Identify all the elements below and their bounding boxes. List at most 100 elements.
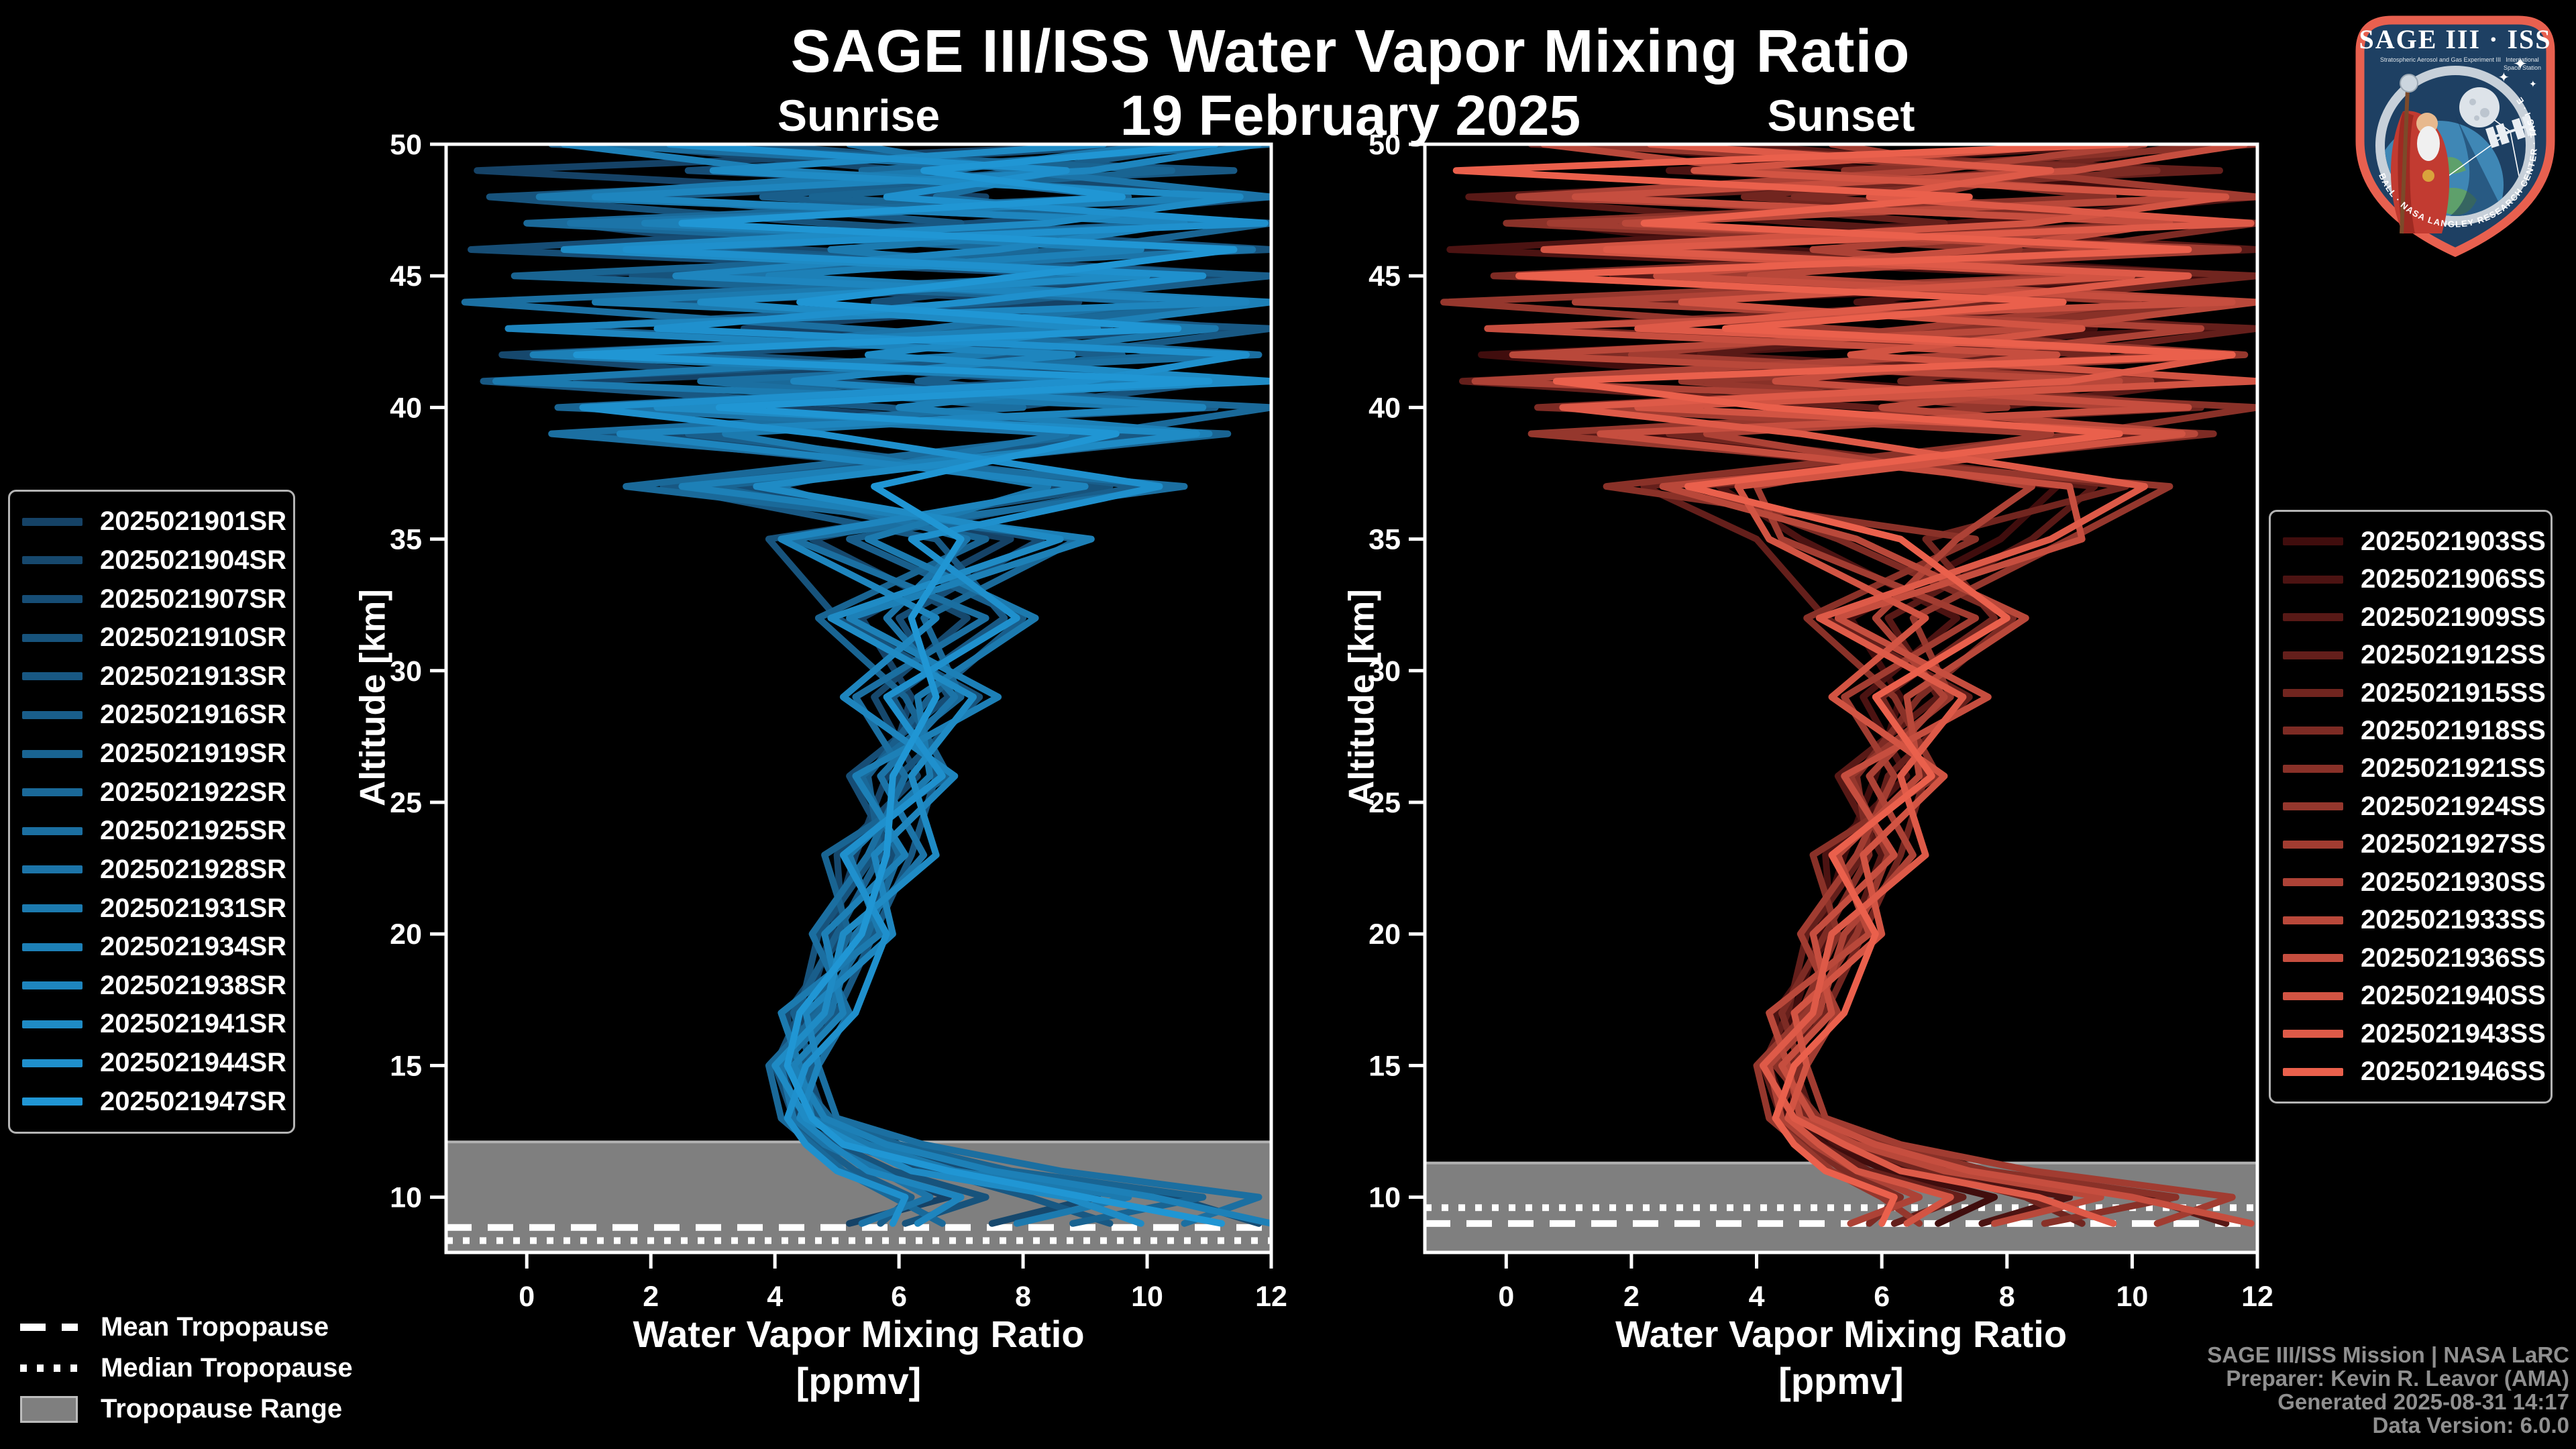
x-axis-unit-sunrise: [ppmv] — [796, 1360, 922, 1402]
mission-credit: SAGE III/ISS Mission | NASA LaRC — [2207, 1342, 2569, 1367]
legend-event-label: 2025021904SR — [100, 545, 287, 575]
legend-line-swatch — [2283, 613, 2343, 622]
legend-event-label: 2025021921SS — [2361, 753, 2546, 784]
x-axis-label-sunset: Water Vapor Mixing Ratio — [1615, 1313, 2068, 1355]
y-tick-label: 35 — [390, 524, 422, 556]
moon-crater — [2474, 115, 2479, 121]
y-tick-label: 50 — [390, 129, 422, 161]
x-axis-label-sunrise: Water Vapor Mixing Ratio — [633, 1313, 1085, 1355]
legend-event-label: 2025021941SR — [100, 1009, 287, 1039]
legend-line-swatch — [2283, 689, 2343, 698]
axes-spines — [444, 142, 1273, 1254]
legend-item: 2025021940SS — [2283, 981, 2546, 1011]
legend-line-swatch — [2283, 991, 2343, 1000]
legend-line-swatch — [2283, 575, 2343, 584]
legend-line-swatch — [2283, 764, 2343, 773]
legend-event-label: 2025021927SS — [2361, 829, 2546, 859]
legend-line-swatch — [22, 595, 83, 604]
y-tick-label: 45 — [390, 260, 422, 292]
legend-item: 2025021912SS — [2283, 640, 2546, 670]
y-tick-label: 20 — [390, 918, 422, 951]
logo-father-time — [2391, 74, 2450, 234]
y-tick-label: 20 — [1368, 918, 1401, 951]
legend-event-label: 2025021944SR — [100, 1048, 287, 1078]
legend-line-swatch — [22, 749, 83, 758]
generated-timestamp: Generated 2025-08-31 14:17 — [2277, 1389, 2569, 1414]
legend-event-label: 2025021934SR — [100, 932, 287, 962]
legend-item: 2025021941SR — [22, 1009, 286, 1039]
legend-item: 2025021925SR — [22, 816, 286, 846]
legend-event-label: 2025021918SS — [2361, 715, 2546, 745]
legend-event-label: 2025021910SR — [100, 623, 287, 653]
legend-line-swatch — [22, 1059, 83, 1067]
profile-line-2025021936SS — [1484, 144, 2255, 1227]
legend-event-label: 2025021909SS — [2361, 602, 2546, 632]
y-tick-label: 15 — [1368, 1050, 1401, 1082]
legend-event-label: 2025021943SS — [2361, 1018, 2546, 1049]
legend-line-swatch — [22, 710, 83, 719]
legend-item: 2025021944SR — [22, 1048, 286, 1078]
legend-sunrise-events: 2025021901SR 2025021904SR 2025021907SR 2025… — [8, 490, 295, 1134]
legend-item: 2025021938SR — [22, 971, 286, 1001]
legend-line-swatch — [2283, 537, 2343, 546]
star-icon: ✦ — [2498, 70, 2510, 85]
legend-event-label: 2025021946SS — [2361, 1057, 2546, 1087]
legend-line-swatch — [2283, 840, 2343, 849]
tropopause-range-label: Tropopause Range — [101, 1394, 343, 1424]
legend-event-label: 2025021916SR — [100, 700, 287, 730]
profile-line-2025021943SS — [1559, 144, 2255, 1227]
legend-item: 2025021906SS — [2283, 564, 2546, 594]
y-tick-label: 40 — [390, 392, 422, 424]
legend-event-label: 2025021907SR — [100, 584, 287, 614]
legend-item: 2025021924SS — [2283, 792, 2546, 822]
legend-event-label: 2025021922SR — [100, 777, 287, 807]
legend-item: 2025021903SS — [2283, 527, 2546, 557]
x-tick-label: 6 — [891, 1281, 907, 1313]
x-tick-label: 0 — [519, 1281, 535, 1313]
legend-event-label: 2025021928SR — [100, 854, 287, 884]
y-tick-label: 30 — [390, 655, 422, 688]
legend-item: 2025021915SS — [2283, 678, 2546, 708]
x-tick-label: 6 — [1874, 1281, 1890, 1313]
legend-line-swatch — [22, 1097, 83, 1106]
legend-event-label: 2025021940SS — [2361, 981, 2546, 1011]
x-tick-label: 0 — [1498, 1281, 1514, 1313]
legend-item: 2025021919SR — [22, 739, 286, 769]
legend-sunset-events: 2025021903SS 2025021906SS 2025021909SS 2025… — [2269, 510, 2553, 1104]
legend-item: 2025021931SR — [22, 894, 286, 924]
legend-line-swatch — [22, 943, 83, 951]
legend-item: 2025021907SR — [22, 584, 286, 614]
legend-item: 2025021918SS — [2283, 716, 2546, 746]
range-patch-swatch — [20, 1395, 78, 1423]
legend-line-swatch — [2283, 727, 2343, 735]
y-axis-label-sunrise: Altitude [km] — [353, 589, 393, 806]
x-tick-label: 8 — [1999, 1281, 2015, 1313]
logo-title: SAGE III · ISS — [2359, 24, 2551, 54]
legend-line-swatch — [22, 517, 83, 526]
logo-ring — [2375, 66, 2535, 225]
dashed-line-swatch — [20, 1324, 78, 1331]
star-icon: ✦ — [2529, 78, 2537, 89]
y-tick-label: 40 — [1368, 392, 1401, 424]
legend-item: 2025021927SS — [2283, 829, 2546, 859]
profile-line-2025021947SR — [573, 144, 1238, 1227]
legend-item-mean-tropopause: Mean Tropopause — [20, 1307, 353, 1348]
logo-subtitle-left: Stratospheric Aerosol and Gas Experiment… — [2380, 56, 2501, 63]
legend-item: 2025021947SR — [22, 1087, 286, 1117]
legend-line-swatch — [2283, 802, 2343, 811]
profile-line-2025021934SR — [529, 144, 1271, 1227]
logo-subtitle-right1: International — [2506, 56, 2539, 63]
legend-item: 2025021901SR — [22, 506, 286, 537]
panel-title-sunrise: Sunrise — [777, 91, 941, 140]
legend-event-label: 2025021924SS — [2361, 791, 2546, 821]
median-tropopause-label: Median Tropopause — [101, 1353, 353, 1383]
legend-line-swatch — [2283, 916, 2343, 924]
preparer-credit: Preparer: Kevin R. Leavor (AMA) — [2226, 1366, 2569, 1391]
date-subtitle: 19 February 2025 — [1120, 84, 1581, 147]
x-tick-label: 12 — [2241, 1281, 2273, 1313]
legend-event-label: 2025021913SR — [100, 661, 287, 691]
x-tick-label: 2 — [1623, 1281, 1640, 1313]
legend-event-label: 2025021915SS — [2361, 678, 2546, 708]
